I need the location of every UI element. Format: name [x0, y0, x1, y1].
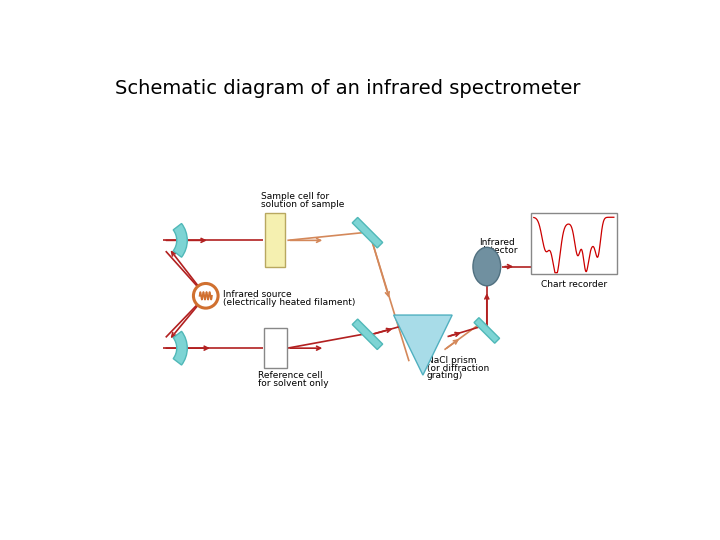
- Text: (electrically heated filament): (electrically heated filament): [222, 298, 355, 307]
- Wedge shape: [174, 224, 187, 257]
- Polygon shape: [352, 319, 383, 349]
- Text: detector: detector: [479, 246, 518, 255]
- Wedge shape: [174, 331, 187, 365]
- Text: for solvent only: for solvent only: [258, 379, 329, 388]
- Polygon shape: [394, 315, 452, 375]
- Text: (or diffraction: (or diffraction: [427, 363, 489, 373]
- Text: Reference cell: Reference cell: [258, 372, 323, 380]
- Ellipse shape: [473, 247, 500, 286]
- Circle shape: [194, 284, 218, 308]
- Text: NaCl prism: NaCl prism: [427, 356, 476, 365]
- Text: Infrared: Infrared: [479, 238, 515, 247]
- Text: Sample cell for: Sample cell for: [261, 192, 329, 201]
- Bar: [265, 213, 285, 267]
- Text: solution of sample: solution of sample: [261, 200, 345, 208]
- Bar: [264, 328, 287, 368]
- Polygon shape: [474, 318, 500, 343]
- Text: Chart recorder: Chart recorder: [541, 280, 607, 289]
- Text: grating): grating): [427, 372, 463, 380]
- Text: Schematic diagram of an infrared spectrometer: Schematic diagram of an infrared spectro…: [115, 79, 580, 98]
- Text: Infrared source: Infrared source: [222, 291, 292, 299]
- Polygon shape: [352, 218, 383, 248]
- Bar: [531, 213, 617, 274]
